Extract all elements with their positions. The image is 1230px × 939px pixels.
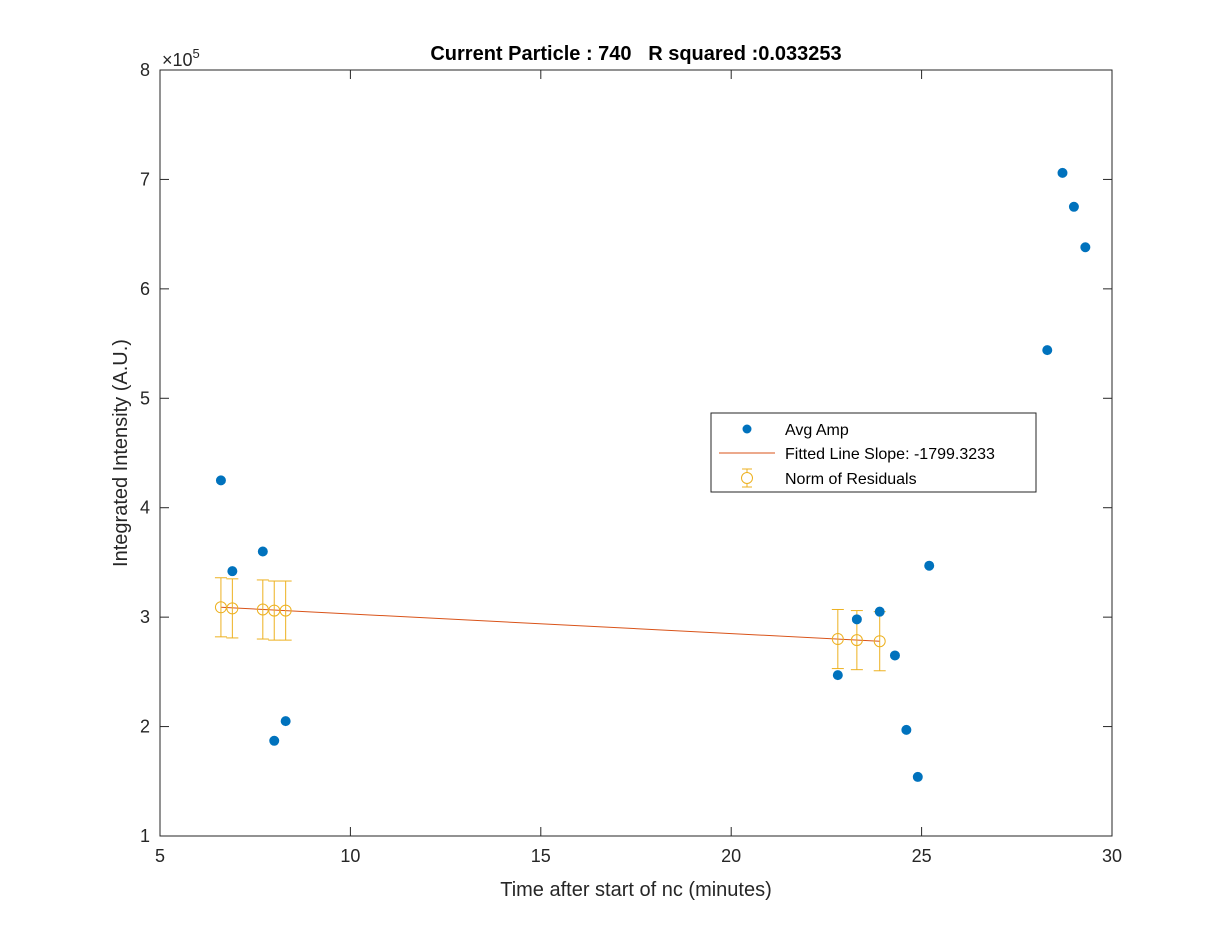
x-tick-label: 15: [531, 846, 551, 866]
axes: [159, 69, 1113, 837]
avg-amp-layer: [215, 167, 1091, 782]
residual-point: [873, 635, 886, 648]
avg-amp-point: [851, 614, 862, 625]
y-tick-label: 2: [140, 717, 150, 737]
residual-point: [831, 633, 844, 646]
legend-marker-avg-amp: [742, 424, 752, 434]
residual-point: [256, 603, 269, 616]
avg-amp-point: [889, 650, 900, 661]
residual-errorbar: [226, 578, 239, 639]
x-axis-title: Time after start of nc (minutes): [500, 879, 772, 901]
legend-label-norm-of-residuals: Norm of Residuals: [785, 471, 917, 488]
residual-point: [279, 604, 292, 617]
x-tick-label: 25: [912, 846, 932, 866]
y-tick-label: 8: [140, 60, 150, 80]
avg-amp-point: [257, 546, 268, 557]
avg-amp-point: [1042, 345, 1053, 356]
residual-errorbar: [279, 580, 292, 641]
residual-errorbar: [256, 579, 269, 640]
tick-labels: 5 10 15 20 25 30 1 2 3 4 5 6 7 8: [140, 60, 1122, 866]
y-tick-label: 1: [140, 826, 150, 846]
residual-point: [214, 601, 227, 614]
avg-amp-point: [1080, 242, 1091, 253]
avg-amp-point: [832, 670, 843, 681]
legend-marker-norm-of-residuals: [741, 468, 753, 488]
avg-amp-point: [874, 606, 885, 617]
avg-amp-point: [1057, 167, 1068, 178]
avg-amp-point: [215, 475, 226, 486]
y-tick-label: 3: [140, 607, 150, 627]
avg-amp-point: [901, 724, 912, 735]
residual-errorbar: [268, 580, 281, 641]
legend-entry-fitted-line: Fitted Line Slope: -1799.3233: [719, 446, 995, 463]
avg-amp-point: [227, 566, 238, 577]
legend-residual-circle: [741, 472, 753, 484]
avg-amp-point: [1068, 201, 1079, 212]
y-tick-label: 4: [140, 498, 150, 518]
residual-point: [850, 634, 863, 647]
fitted-line-layer: [220, 606, 880, 642]
residual-errorbar: [214, 577, 227, 638]
x-tick-label: 5: [155, 846, 165, 866]
avg-amp-point: [924, 560, 935, 571]
legend-label-fitted-line: Fitted Line Slope: -1799.3233: [785, 446, 995, 463]
y-axis-exponent-power: 5: [193, 46, 200, 61]
y-tick-label: 6: [140, 279, 150, 299]
residual-point: [226, 602, 239, 615]
legend: Avg Amp Fitted Line Slope: -1799.3233 No…: [710, 412, 1037, 493]
legend-label-avg-amp: Avg Amp: [785, 422, 849, 439]
fitted-line: [220, 606, 880, 642]
avg-amp-point: [269, 735, 280, 746]
legend-entry-norm-of-residuals: Norm of Residuals: [741, 468, 917, 488]
y-axis-title: Integrated Intensity (A.U.): [110, 339, 132, 567]
y-tick-label: 5: [140, 388, 150, 408]
y-axis-exponent-base: ×10: [162, 50, 193, 70]
avg-amp-point: [912, 771, 923, 782]
y-axis-exponent: ×105: [162, 46, 200, 70]
legend-entry-avg-amp: Avg Amp: [742, 422, 849, 439]
x-tick-label: 20: [721, 846, 741, 866]
axes-box: [159, 69, 1113, 837]
y-tick-label: 7: [140, 169, 150, 189]
x-tick-label: 30: [1102, 846, 1122, 866]
residual-errorbar: [831, 608, 844, 670]
avg-amp-point: [280, 716, 291, 727]
x-tick-label: 10: [340, 846, 360, 866]
chart-title: Current Particle : 740 R squared :0.0332…: [430, 43, 841, 65]
